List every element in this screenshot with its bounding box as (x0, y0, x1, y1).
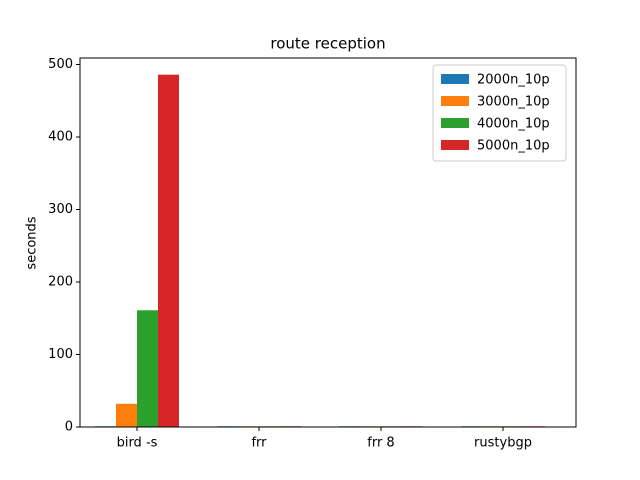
legend-label: 2000n_10p (477, 73, 550, 88)
plot-frame (79, 57, 577, 428)
x-tick-label: rustybgp (474, 436, 532, 451)
y-tick-label: 300 (48, 202, 73, 217)
y-axis-label: seconds (25, 216, 40, 269)
chart-title: route reception (270, 35, 385, 53)
y-tick-label: 100 (48, 347, 73, 362)
y-tick-label: 0 (65, 420, 73, 435)
legend-label: 4000n_10p (477, 117, 550, 132)
legend-swatch (441, 118, 469, 128)
y-tick-label: 400 (48, 130, 73, 145)
legend-swatch (441, 96, 469, 106)
legend-label: 5000n_10p (477, 139, 550, 154)
legend-swatch (441, 140, 469, 150)
legend-label: 3000n_10p (477, 95, 550, 110)
x-tick-label: frr (251, 436, 267, 451)
y-tick-label: 200 (48, 275, 73, 290)
x-tick-label: frr 8 (367, 436, 394, 451)
legend-swatch (441, 74, 469, 84)
bar (137, 310, 158, 427)
y-tick-label: 500 (48, 57, 73, 72)
x-tick-label: bird -s (117, 436, 158, 451)
legend-box (432, 64, 567, 162)
bar (158, 74, 179, 427)
bar (116, 403, 137, 427)
